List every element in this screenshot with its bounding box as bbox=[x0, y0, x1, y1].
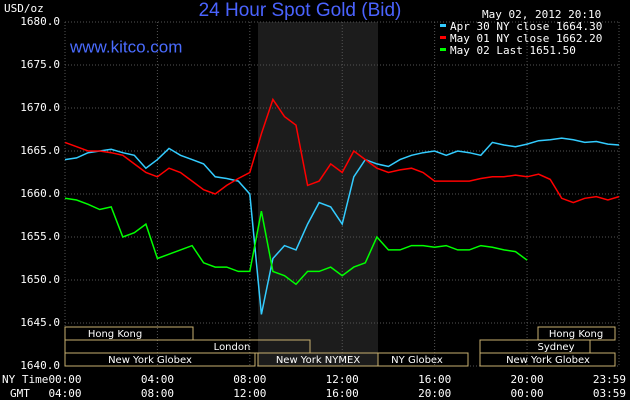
x2-tick-label: 00:00 bbox=[510, 387, 543, 400]
x-tick-label: 00:00 bbox=[48, 373, 81, 386]
session-box bbox=[537, 326, 616, 341]
session-label: Hong Kong bbox=[88, 329, 142, 340]
session-box bbox=[479, 352, 616, 367]
y-tick-label: 1670.0 bbox=[20, 101, 60, 114]
session-label: London bbox=[214, 342, 251, 353]
y-axis-label: USD/oz bbox=[4, 2, 44, 15]
session-label: Sydney bbox=[537, 342, 574, 353]
watermark: www.kitco.com bbox=[69, 37, 182, 56]
y-tick-label: 1650.0 bbox=[20, 273, 60, 286]
x-tick-label: 04:00 bbox=[141, 373, 174, 386]
x2-axis-label: GMT bbox=[10, 387, 30, 400]
x2-tick-label: 03:59 bbox=[593, 387, 626, 400]
timestamp: May 02, 2012 20:10 bbox=[482, 8, 601, 21]
legend-label: May 02 Last 1651.50 bbox=[450, 44, 576, 57]
y-tick-label: 1640.0 bbox=[20, 359, 60, 372]
series-line bbox=[64, 137, 620, 315]
x-tick-label: 23:59 bbox=[593, 373, 626, 386]
x2-tick-label: 08:00 bbox=[141, 387, 174, 400]
x-tick-label: 08:00 bbox=[233, 373, 266, 386]
x2-tick-label: 12:00 bbox=[233, 387, 266, 400]
x-tick-label: 20:00 bbox=[510, 373, 543, 386]
chart-title: 24 Hour Spot Gold (Bid) bbox=[199, 0, 402, 21]
x-axis-label: NY Time bbox=[2, 373, 48, 386]
session-box bbox=[377, 352, 469, 367]
y-tick-label: 1680.0 bbox=[20, 15, 60, 28]
session-label: New York Globex bbox=[506, 355, 590, 366]
y-tick-label: 1665.0 bbox=[20, 144, 60, 157]
session-box bbox=[64, 352, 256, 367]
session-label: New York NYMEX bbox=[276, 355, 361, 366]
y-tick-label: 1675.0 bbox=[20, 58, 60, 71]
legend-swatch bbox=[440, 24, 446, 27]
legend-label: Apr 30 NY close 1664.30 bbox=[450, 20, 602, 33]
y-tick-label: 1660.0 bbox=[20, 187, 60, 200]
series-line bbox=[64, 197, 528, 286]
session-label: Hong Kong bbox=[549, 329, 603, 340]
series-line bbox=[64, 97, 620, 204]
legend-swatch bbox=[440, 36, 446, 39]
x-tick-label: 16:00 bbox=[418, 373, 451, 386]
x2-tick-label: 16:00 bbox=[326, 387, 359, 400]
y-tick-label: 1645.0 bbox=[20, 316, 60, 329]
legend-label: May 01 NY close 1662.20 bbox=[450, 32, 602, 45]
x2-tick-label: 20:00 bbox=[418, 387, 451, 400]
session-label: NY Globex bbox=[391, 355, 443, 366]
x-tick-label: 12:00 bbox=[326, 373, 359, 386]
legend-swatch bbox=[440, 48, 446, 51]
y-tick-label: 1655.0 bbox=[20, 230, 60, 243]
x2-tick-label: 04:00 bbox=[48, 387, 81, 400]
session-label: New York Globex bbox=[108, 355, 192, 366]
